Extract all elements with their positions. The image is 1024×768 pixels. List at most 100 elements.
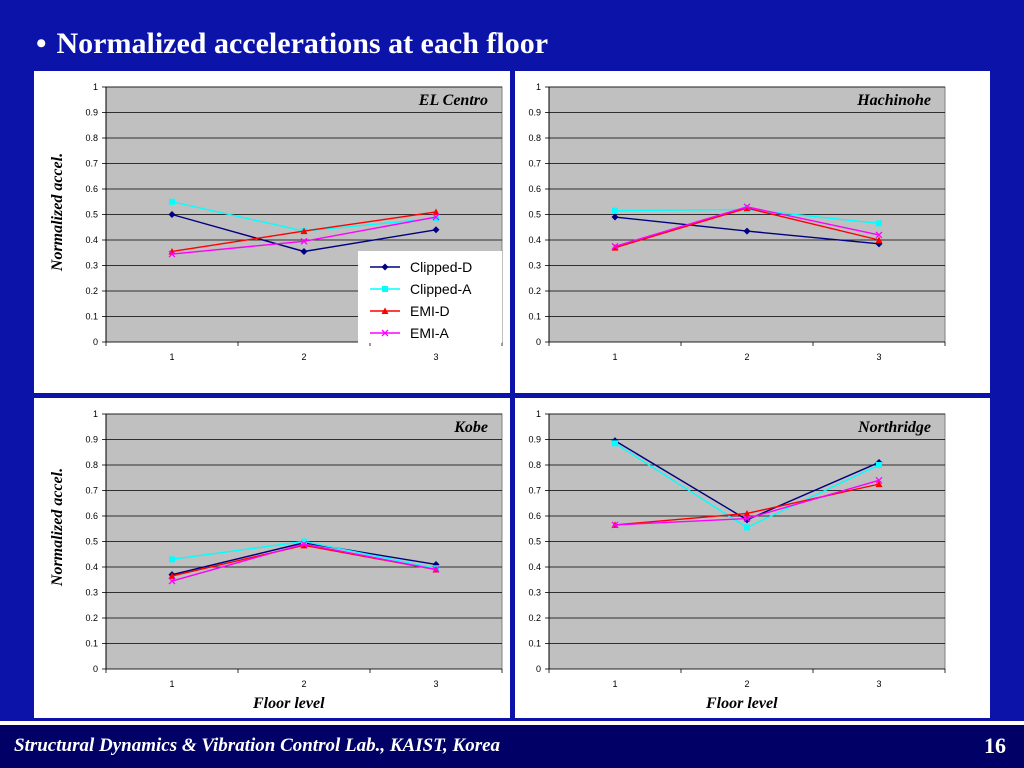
y-tick-label: 0.4 <box>85 562 98 572</box>
legend-label-clipped-a: Clipped-A <box>410 281 472 297</box>
chart-svg-northridge: 0 0.1 0.2 0.3 0.4 0.5 0.6 0.7 0.8 0.9 1 1 2 3 Northrid… <box>528 409 946 689</box>
footer-lab-name: Structural Dynamics & Vibration Control … <box>14 735 501 756</box>
y-tick-label: 0 <box>93 664 98 674</box>
y-tick-label: 0.5 <box>528 210 541 220</box>
data-point-emi-a <box>168 577 176 585</box>
y-tick-label: 0.8 <box>85 460 98 470</box>
legend-label-emi-a: EMI-A <box>410 325 450 341</box>
data-point-emi-a <box>300 540 308 548</box>
x-tick-label: 1 <box>169 679 174 689</box>
x-tick-label: 2 <box>744 679 749 689</box>
y-tick-label: 0.1 <box>85 639 98 649</box>
y-tick-label: 0.3 <box>528 261 541 271</box>
y-tick-label: 0.6 <box>85 184 98 194</box>
chart-svg-el-centro: 0 0.1 0.2 0.3 0.4 0.5 0.6 0.7 0.8 0.9 1 1 2 3 EL Centr… <box>85 82 503 362</box>
legend-label-emi-d: EMI-D <box>410 303 450 319</box>
data-point-clipped-d <box>432 560 440 568</box>
footer-divider <box>0 721 1024 725</box>
y-tick-label: 0.7 <box>528 159 541 169</box>
y-tick-label: 0.4 <box>85 235 98 245</box>
y-tick-label: 0.8 <box>85 133 98 143</box>
y-tick-label: 0.4 <box>528 235 541 245</box>
y-axis-label-bottom: Normalized accel. <box>49 467 66 587</box>
legend-marker-emi-d <box>381 307 389 314</box>
chart-title: Northridge <box>857 419 931 436</box>
data-point-clipped-d <box>611 213 619 221</box>
chart-svg-kobe: 0 0.1 0.2 0.3 0.4 0.5 0.6 0.7 0.8 0.9 1 1 2 3 Kobe <box>85 409 503 689</box>
y-tick-label: 0.7 <box>85 159 98 169</box>
data-point-clipped-a <box>433 215 439 222</box>
x-tick-label: 3 <box>876 679 881 689</box>
data-point-clipped-d <box>300 247 308 255</box>
data-point-emi-a <box>611 521 619 529</box>
x-tick-label: 1 <box>612 679 617 689</box>
legend-marker-clipped-d <box>381 263 389 271</box>
legend-marker-emi-a <box>381 329 389 337</box>
y-tick-label: 0.4 <box>528 562 541 572</box>
data-point-clipped-d <box>432 226 440 234</box>
data-point-emi-d <box>875 236 883 243</box>
chart-svg-hachinohe: 0 0.1 0.2 0.3 0.4 0.5 0.6 0.7 0.8 0.9 1 1 2 3 Hachinoh… <box>528 82 946 362</box>
y-tick-label: 0.9 <box>85 108 98 118</box>
data-point-clipped-a <box>876 462 882 468</box>
footer-bar: Structural Dynamics & Vibration Control … <box>0 725 1024 768</box>
y-tick-label: 0.2 <box>85 613 98 623</box>
data-point-emi-d <box>743 509 751 517</box>
x-tick-label: 1 <box>612 352 617 362</box>
data-point-emi-a <box>168 250 176 258</box>
data-point-emi-a <box>432 566 440 574</box>
x-tick-label: 2 <box>301 679 306 689</box>
y-tick-label: 0.2 <box>85 286 98 296</box>
chart-title: Kobe <box>453 419 488 436</box>
data-point-emi-d <box>300 227 308 235</box>
data-point-clipped-d <box>168 211 176 218</box>
y-axis-label-top: Normalized accel. <box>49 152 66 272</box>
y-tick-label: 0.1 <box>528 639 541 649</box>
data-point-emi-d <box>432 208 440 215</box>
x-tick-label: 2 <box>301 352 306 362</box>
data-point-clipped-a <box>612 207 618 214</box>
y-tick-label: 1 <box>536 409 541 419</box>
x-axis-label-left: Floor level <box>253 695 325 712</box>
y-tick-label: 1 <box>93 82 98 92</box>
chart-panel-hachinohe: 0 0.1 0.2 0.3 0.4 0.5 0.6 0.7 0.8 0.9 1 1 2 3 Hachinoh… <box>515 71 990 393</box>
x-tick-label: 1 <box>169 352 174 362</box>
data-point-emi-d <box>875 480 883 488</box>
y-tick-label: 0.1 <box>85 312 98 322</box>
data-point-emi-a <box>743 515 751 523</box>
data-point-emi-d <box>168 572 176 579</box>
y-tick-label: 0 <box>536 337 541 347</box>
bullet-icon: • <box>36 27 47 60</box>
data-point-clipped-a <box>169 556 175 563</box>
y-tick-label: 0.9 <box>85 435 98 445</box>
data-point-clipped-a <box>301 538 307 545</box>
x-tick-label: 3 <box>433 679 438 689</box>
chart-panel-kobe: 0 0.1 0.2 0.3 0.4 0.5 0.6 0.7 0.8 0.9 1 1 2 3 Kobe <box>34 398 510 718</box>
y-tick-label: 0.7 <box>528 486 541 496</box>
data-point-clipped-a <box>169 198 175 205</box>
y-tick-label: 0.6 <box>528 184 541 194</box>
data-point-clipped-a <box>612 440 618 447</box>
y-tick-label: 1 <box>93 409 98 419</box>
y-tick-label: 0.3 <box>528 588 541 598</box>
legend-marker-clipped-a <box>382 286 388 292</box>
y-tick-label: 1 <box>536 82 541 92</box>
y-tick-label: 0.5 <box>528 537 541 547</box>
x-axis-label-right: Floor level <box>706 695 778 712</box>
data-point-emi-a <box>743 203 751 211</box>
y-tick-label: 0.2 <box>528 286 541 296</box>
x-tick-label: 3 <box>433 352 438 362</box>
y-tick-label: 0.5 <box>85 210 98 220</box>
y-tick-label: 0.6 <box>528 511 541 521</box>
data-point-emi-a <box>875 476 883 484</box>
data-point-clipped-d <box>743 227 751 235</box>
y-tick-label: 0.5 <box>85 537 98 547</box>
page-number: 16 <box>984 733 1006 758</box>
y-tick-label: 0.2 <box>528 613 541 623</box>
data-point-clipped-a <box>876 220 882 227</box>
data-point-emi-a <box>611 242 619 250</box>
slide-title-row: • Normalized accelerations at each floor <box>36 22 548 66</box>
y-tick-label: 0.1 <box>528 312 541 322</box>
chart-title: Hachinohe <box>856 92 931 109</box>
y-tick-label: 0.3 <box>85 261 98 271</box>
